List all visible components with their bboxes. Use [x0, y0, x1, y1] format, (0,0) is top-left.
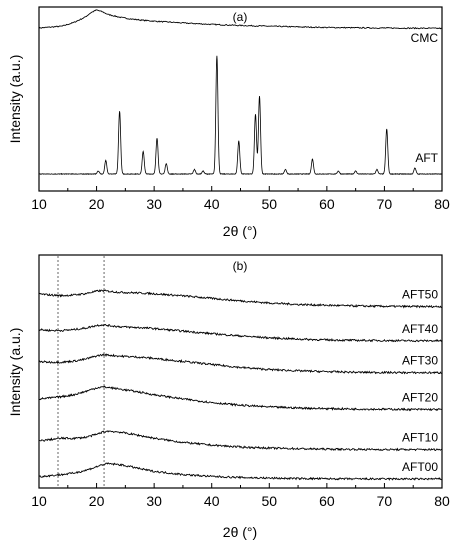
- a-x-tick-label: 70: [377, 196, 393, 212]
- series-line-aft20: [38, 385, 442, 412]
- panel-b-x-tick-labels: 10 20 30 40 50 60 70 80: [31, 493, 450, 509]
- panel-b-xlabel: 2θ (°): [223, 524, 257, 540]
- series-label-aft40: AFT40: [402, 322, 438, 336]
- panel-a-label: (a): [233, 10, 248, 24]
- a-x-tick-label: 50: [261, 196, 277, 212]
- series-label-aft50: AFT50: [402, 288, 438, 302]
- a-x-tick-label: 40: [204, 196, 220, 212]
- panel-a-xlabel: 2θ (°): [223, 223, 257, 239]
- panel-b-curves: [38, 289, 443, 481]
- series-line-aft: [38, 55, 443, 176]
- panel-b-reference-lines: [57, 256, 105, 487]
- series-label-cmc: CMC: [411, 31, 439, 45]
- panel-b-ylabel: Intensity (a.u.): [7, 328, 23, 417]
- series-label-aft10: AFT10: [402, 431, 438, 445]
- series-label-aft30: AFT30: [402, 354, 438, 368]
- b-x-tick-label: 40: [204, 493, 220, 509]
- b-x-tick-label: 50: [261, 493, 277, 509]
- panel-b: (b) 10 20 30 40 50 60 70 80 AFT50 AFT40 AFT30 AFT2…: [7, 254, 450, 540]
- b-x-tick-label: 60: [319, 493, 335, 509]
- series-line-cmc: [38, 9, 442, 30]
- series-line-aft00: [38, 462, 442, 481]
- series-line-aft30: [38, 353, 442, 375]
- panel-a-series-labels: CMC AFT: [411, 31, 439, 165]
- a-x-tick-label: 60: [319, 196, 335, 212]
- panel-b-label: (b): [233, 259, 248, 273]
- b-x-tick-label: 20: [89, 493, 105, 509]
- series-label-aft20: AFT20: [402, 390, 438, 404]
- series-line-aft40: [38, 323, 443, 343]
- b-x-tick-label: 30: [146, 493, 162, 509]
- panel-a-ylabel: Intensity (a.u.): [7, 55, 23, 144]
- a-x-tick-label: 10: [31, 196, 47, 212]
- b-x-tick-label: 10: [31, 493, 47, 509]
- b-x-tick-label: 70: [377, 493, 393, 509]
- a-x-tick-label: 80: [434, 196, 450, 212]
- a-x-tick-label: 20: [89, 196, 105, 212]
- series-line-aft10: [38, 430, 442, 452]
- series-line-aft50: [38, 289, 443, 309]
- series-label-aft00: AFT00: [402, 460, 438, 474]
- panel-a-curves: [38, 9, 443, 176]
- panel-a-x-tick-labels: 10 20 30 40 50 60 70 80: [31, 196, 450, 212]
- panel-b-x-ticks: [38, 483, 443, 488]
- b-x-tick-label: 80: [434, 493, 450, 509]
- panel-b-series-labels: AFT50 AFT40 AFT30 AFT20 AFT10 AFT00: [402, 288, 438, 474]
- series-label-aft: AFT: [415, 151, 438, 165]
- panel-a-x-ticks: [38, 186, 443, 191]
- a-x-tick-label: 30: [146, 196, 162, 212]
- panel-a: (a) 10 20 30 40 50 60 70 80 CMC AFT Intensity (a…: [7, 6, 450, 239]
